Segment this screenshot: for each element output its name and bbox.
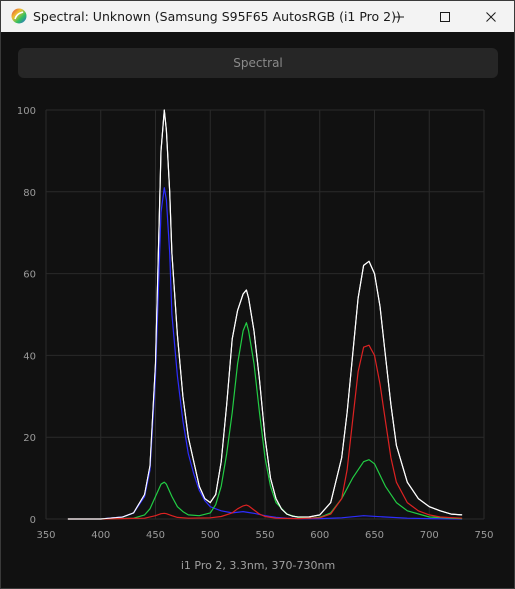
maximize-icon xyxy=(440,11,450,22)
y-tick-label: 80 xyxy=(23,188,36,199)
x-tick-label: 350 xyxy=(36,530,55,541)
spectral-chart: 0 20 40 60 80 100 350 400 450 500 550 600 650 700 750… xyxy=(17,106,494,572)
x-tick-label: 450 xyxy=(146,530,165,541)
x-axis-tick-labels: 350 400 450 500 550 600 650 700 750 xyxy=(36,530,493,541)
close-button[interactable] xyxy=(468,1,514,32)
y-tick-label: 100 xyxy=(17,106,36,117)
maximize-button[interactable] xyxy=(422,1,468,32)
close-icon xyxy=(486,11,496,22)
spectral-app-icon xyxy=(11,8,27,24)
minimize-button[interactable] xyxy=(376,1,422,32)
red-spectrum-line xyxy=(67,344,463,520)
title-bar[interactable]: Spectral: Unknown (Samsung S95F65 AutosR… xyxy=(1,1,514,32)
y-tick-label: 20 xyxy=(23,433,36,444)
y-tick-label: 60 xyxy=(23,270,36,281)
x-tick-label: 650 xyxy=(365,530,384,541)
spectral-button[interactable]: Spectral xyxy=(18,48,498,78)
y-tick-label: 0 xyxy=(30,515,36,526)
window-title: Spectral: Unknown (Samsung S95F65 AutosR… xyxy=(33,9,401,24)
y-axis-tick-labels: 0 20 40 60 80 100 xyxy=(17,106,36,526)
x-tick-label: 750 xyxy=(474,530,493,541)
x-tick-label: 400 xyxy=(91,530,110,541)
chart-series xyxy=(67,109,463,520)
y-tick-label: 40 xyxy=(23,351,36,362)
green-spectrum-line xyxy=(67,322,463,520)
blue-spectrum-line xyxy=(67,187,463,520)
minimize-icon xyxy=(394,16,404,17)
white-spectrum-line-overlay xyxy=(67,109,463,520)
x-tick-label: 700 xyxy=(420,530,439,541)
x-tick-label: 500 xyxy=(201,530,220,541)
chart-caption: i1 Pro 2, 3.3nm, 370-730nm xyxy=(181,559,335,572)
x-tick-label: 600 xyxy=(310,530,329,541)
x-tick-label: 550 xyxy=(255,530,274,541)
